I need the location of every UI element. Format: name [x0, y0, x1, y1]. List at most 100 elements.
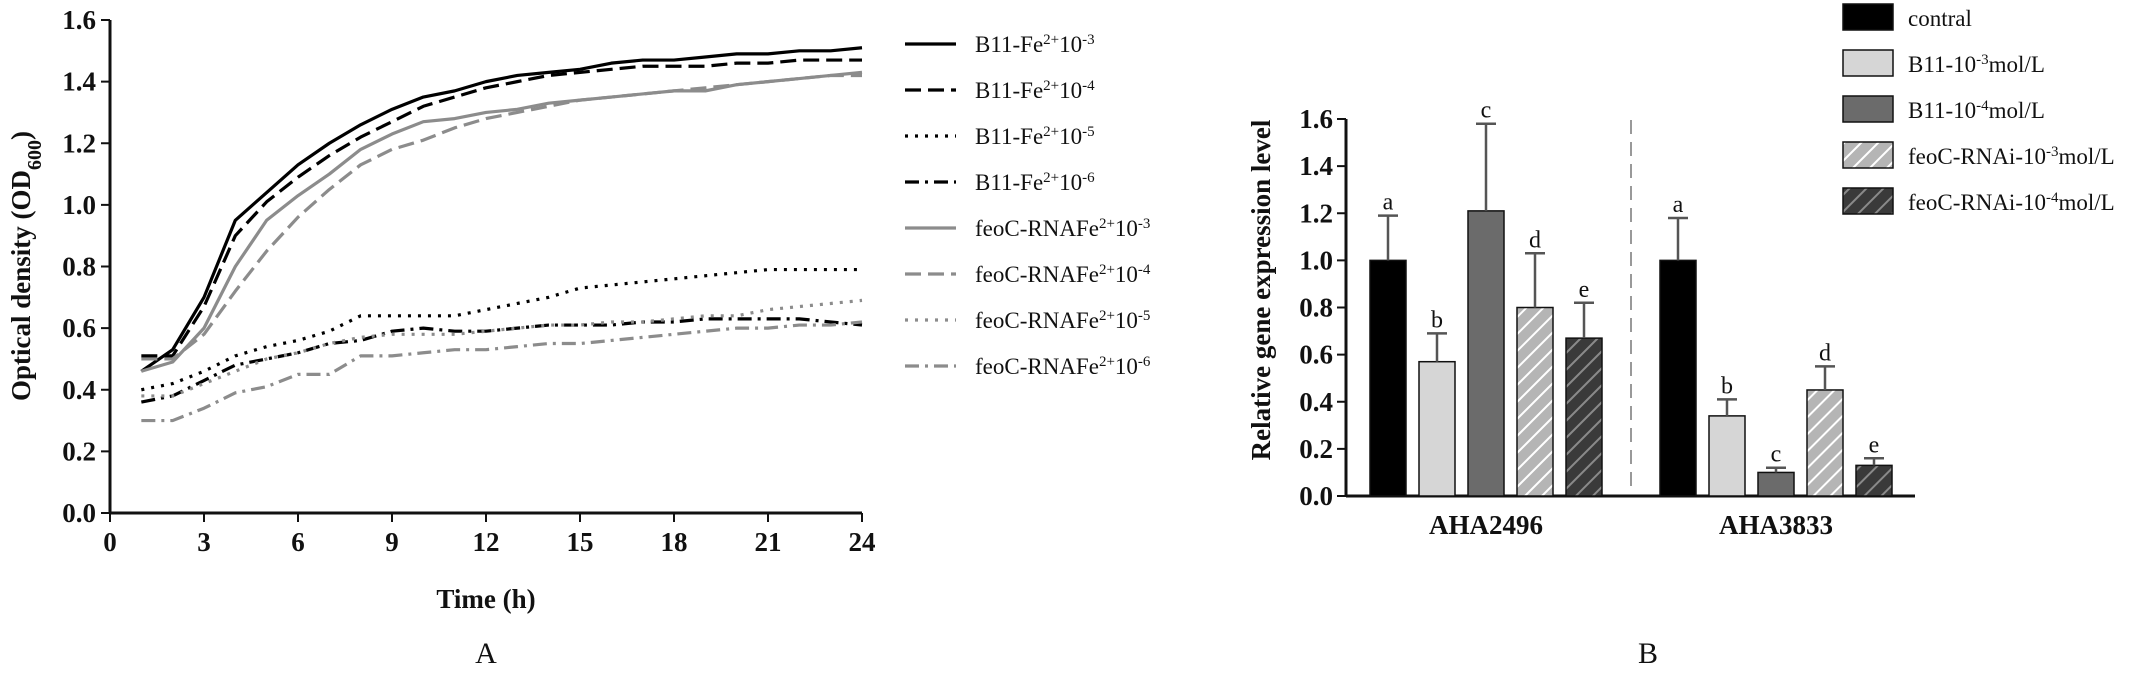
panel-b-bar [1708, 415, 1746, 497]
legend-label-main: feoC-RNAi-10 [1908, 144, 2046, 169]
panel-b-significance-letter: b [1431, 307, 1443, 333]
panel-a-series-line-7 [141, 298, 863, 398]
legend-label-exponent: -5 [1082, 124, 1095, 140]
panel-a-x-tick-label: 21 [755, 527, 782, 557]
panel-b-significance-letter: d [1529, 227, 1541, 253]
panel-b-y-tick-label: 1.6 [1299, 104, 1333, 134]
legend-label-superscript: 2+ [1043, 32, 1059, 48]
panel-b-bar [1467, 210, 1505, 497]
legend-label-unit: mol/L [2058, 144, 2114, 169]
legend-label-main: feoC-RNAFe [975, 216, 1099, 241]
panel-b-legend-swatch [1842, 187, 1894, 215]
legend-label-base: 10 [1059, 170, 1082, 195]
legend-label-unit: mol/L [1989, 52, 2045, 77]
panel-a-legend-label: feoC-RNAFe2+10-6 [975, 354, 1151, 379]
panel-b-legend-swatch [1842, 141, 1894, 169]
panel-a-x-tick-label: 9 [385, 527, 399, 557]
panel-a-y-title-sub: 600 [24, 140, 46, 170]
panel-a-legend-label: B11-Fe2+10-4 [975, 78, 1095, 103]
panel-a-legend-label: B11-Fe2+10-3 [975, 32, 1095, 57]
panel-b-significance-letter: c [1771, 442, 1782, 468]
panel-b-bar [1565, 337, 1603, 497]
panel-a-label: A [475, 637, 497, 670]
panel-a-y-tick-label: 0.6 [62, 313, 96, 343]
panel-a-y-tick-label: 0.2 [62, 436, 96, 466]
panel-a-axes [108, 20, 862, 515]
legend-label-main: feoC-RNAFe [975, 354, 1099, 379]
panel-a-x-tick-label: 0 [103, 527, 117, 557]
legend-label-exponent: -5 [1138, 308, 1151, 324]
panel-b-bar-chart: 0.0 0.2 0.4 0.6 0.8 1.0 1.2 1.4 1.6 AHA2496 AHA383… [1246, 3, 2115, 670]
panel-b-significance-letter: b [1721, 373, 1733, 399]
legend-label-exponent: -3 [1138, 216, 1151, 232]
panel-a-series-line-6 [141, 73, 862, 361]
panel-a-y-title-main: Optical density (OD [6, 170, 36, 401]
panel-a-y-tick-label: 0.4 [62, 375, 96, 405]
panel-b-significance-letter: d [1819, 340, 1831, 366]
panel-b-y-tick-label: 1.0 [1299, 245, 1333, 275]
panel-a-y-tick-label: 1.0 [62, 190, 96, 220]
panel-a-x-tick-label: 24 [849, 527, 876, 557]
panel-b-legend-label: contral [1908, 6, 1972, 31]
panel-a-legend-label: feoC-RNAFe2+10-4 [975, 262, 1151, 287]
panel-b-legend-swatch [1842, 49, 1894, 77]
legend-label-main: B11-10 [1908, 98, 1976, 123]
legend-label-exponent: -4 [1976, 98, 1989, 114]
panel-a-series-line-2 [141, 58, 862, 358]
panel-a-x-axis-title: Time (h) [436, 584, 535, 614]
panel-b-bar [1757, 471, 1795, 497]
legend-label-base: 10 [1115, 216, 1138, 241]
legend-label-superscript: 2+ [1099, 308, 1115, 324]
panel-b-legend-swatch [1842, 95, 1894, 123]
panel-a-series-line-8 [141, 320, 863, 423]
panel-a-y-axis-title: Optical density (OD600) [6, 131, 46, 401]
legend-label-exponent: -3 [1082, 32, 1095, 48]
panel-a-series-line-4 [141, 317, 863, 404]
panel-a-legend-label: feoC-RNAFe2+10-5 [975, 308, 1150, 333]
legend-label-base: 10 [1115, 354, 1138, 379]
legend-label-superscript: 2+ [1099, 216, 1115, 232]
panel-b-ticks: 0.0 0.2 0.4 0.6 0.8 1.0 1.2 1.4 1.6 AHA2496 AHA383… [1299, 104, 1833, 540]
panel-a-legend: B11-Fe2+10-3B11-Fe2+10-4B11-Fe2+10-5B11-… [905, 32, 1151, 379]
panel-b-category-label: AHA2496 [1429, 510, 1543, 540]
panel-b-y-tick-label: 0.2 [1299, 434, 1333, 464]
panel-a-y-tick-label: 0.0 [62, 498, 96, 528]
panel-b-significance-letter: a [1673, 192, 1684, 218]
legend-label-exponent: -4 [1082, 78, 1095, 94]
legend-label-main: contral [1908, 6, 1972, 31]
panel-a-y-tick-label: 0.8 [62, 252, 96, 282]
panel-a-y-tick-label: 1.2 [62, 128, 96, 158]
panel-a-x-tick-label: 3 [197, 527, 211, 557]
panel-b-y-axis-title: Relative gene expression level [1246, 119, 1276, 460]
panel-a-series-line-1 [140, 46, 863, 373]
panel-a-x-tick-label: 12 [473, 527, 500, 557]
legend-label-superscript: 2+ [1043, 78, 1059, 94]
panel-a-legend-label: B11-Fe2+10-6 [975, 170, 1095, 195]
legend-label-superscript: 2+ [1099, 262, 1115, 278]
panel-b-bars: a b c d e a b c d e [1369, 98, 1893, 497]
legend-label-superscript: 2+ [1043, 124, 1059, 140]
panel-b-significance-letter: e [1579, 277, 1590, 303]
panel-a-x-tick-label: 15 [567, 527, 594, 557]
panel-a-x-tick-label: 18 [661, 527, 688, 557]
legend-label-base: 10 [1115, 262, 1138, 287]
panel-b-bar [1516, 306, 1554, 497]
legend-label-exponent: -6 [1082, 170, 1095, 186]
legend-label-unit: mol/L [1989, 98, 2045, 123]
panel-b-y-tick-label: 0.8 [1299, 293, 1333, 323]
panel-b-significance-letter: a [1383, 190, 1394, 216]
panel-a-y-tick-label: 1.6 [62, 5, 96, 35]
legend-label-main: B11-Fe [975, 32, 1043, 57]
panel-b-legend-swatch [1842, 3, 1894, 31]
legend-label-main: B11-Fe [975, 124, 1043, 149]
panel-a-legend-label: feoC-RNAFe2+10-3 [975, 216, 1150, 241]
legend-label-superscript: 2+ [1043, 170, 1059, 186]
legend-label-exponent: -3 [2046, 144, 2059, 160]
panel-a-x-tick-label: 6 [291, 527, 305, 557]
legend-label-main: B11-10 [1908, 52, 1976, 77]
panel-b-y-tick-label: 0.6 [1299, 340, 1333, 370]
legend-label-main: feoC-RNAi-10 [1908, 190, 2046, 215]
panel-b-y-tick-label: 0.0 [1299, 481, 1333, 511]
panel-b-legend-label: feoC-RNAi-10-3mol/L [1908, 144, 2115, 169]
panel-b-bar [1806, 389, 1844, 497]
